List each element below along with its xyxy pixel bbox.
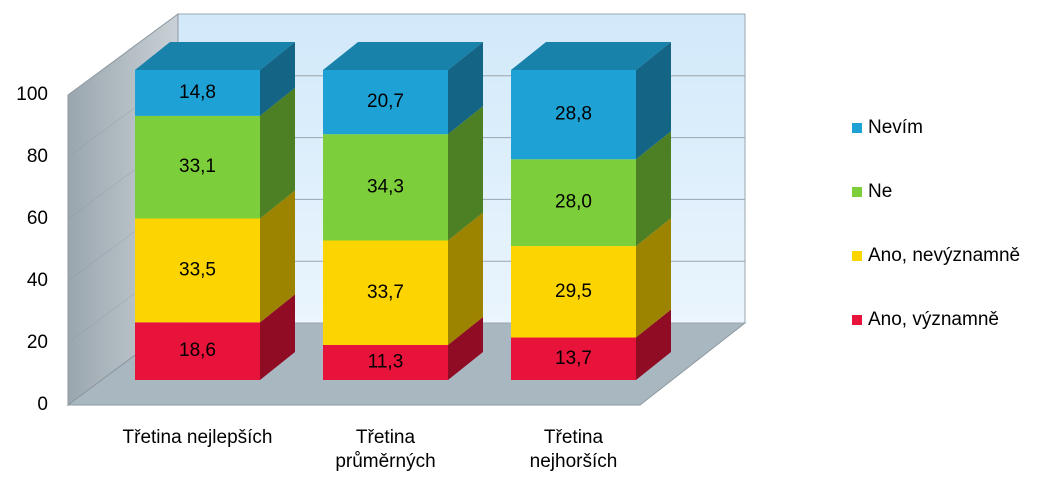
value-label: 28,8 xyxy=(555,104,592,125)
bar-segment xyxy=(323,134,448,241)
value-label: 28,0 xyxy=(555,192,592,213)
bar-segment-side xyxy=(636,218,671,338)
y-tick-label: 0 xyxy=(37,394,48,415)
legend-label: Nevím xyxy=(868,117,923,138)
bar-segment-side xyxy=(260,87,295,219)
bar-segment-side xyxy=(260,42,295,116)
y-tick-label: 60 xyxy=(27,208,48,229)
y-tick-label: 80 xyxy=(27,146,48,167)
legend-swatch xyxy=(852,187,862,197)
legend-swatch xyxy=(852,123,862,133)
bar-top xyxy=(511,42,671,70)
legend-label: Ano, nevýznamně xyxy=(868,245,1020,266)
bar-segment-side xyxy=(636,309,671,380)
value-label: 20,7 xyxy=(367,91,404,112)
y-tick-label: 40 xyxy=(27,270,48,291)
legend-label: Ano, významně xyxy=(868,309,999,330)
bar-segment xyxy=(135,115,260,219)
bar-segment xyxy=(135,322,260,380)
bar-segment xyxy=(511,159,636,247)
value-label: 34,3 xyxy=(367,176,404,197)
y-tick-label: 100 xyxy=(16,84,48,105)
bar-top xyxy=(323,42,483,70)
value-label: 13,7 xyxy=(555,348,592,369)
bar-segment-side xyxy=(636,131,671,247)
bar-segment-side xyxy=(448,42,483,135)
bar-segment xyxy=(511,337,636,380)
value-label: 14,8 xyxy=(179,82,216,103)
value-label: 33,1 xyxy=(179,156,216,177)
grid-line-side xyxy=(67,13,179,96)
y-tick-label: 20 xyxy=(27,332,48,353)
bar-segment-side xyxy=(448,316,483,380)
bar-segment xyxy=(511,246,636,338)
value-label: 29,5 xyxy=(555,281,592,302)
bar-segment xyxy=(135,218,260,323)
bar-segment-side xyxy=(448,212,483,345)
bar-segment xyxy=(323,344,448,380)
legend-swatch xyxy=(852,251,862,261)
bar-segment-side xyxy=(448,106,483,241)
x-tick-label: Třetina průměrných xyxy=(335,427,436,472)
x-tick-label: Třetina nejlepších xyxy=(122,427,273,448)
bar-segment-side xyxy=(636,42,671,160)
bar-top xyxy=(135,42,295,70)
value-label: 33,7 xyxy=(367,282,404,303)
bar-segment-side xyxy=(260,190,295,323)
x-tick-label: Třetina nejhorších xyxy=(529,427,618,472)
bar-segment xyxy=(323,70,448,135)
value-label: 18,6 xyxy=(179,340,216,361)
value-label: 11,3 xyxy=(368,352,404,373)
bar-segment xyxy=(323,240,448,345)
bar-segment-side xyxy=(260,294,295,380)
bar-segment xyxy=(135,70,260,116)
legend-swatch xyxy=(852,315,862,325)
bar-segment xyxy=(511,70,636,160)
legend-label: Ne xyxy=(868,181,892,202)
value-label: 33,5 xyxy=(179,259,216,280)
